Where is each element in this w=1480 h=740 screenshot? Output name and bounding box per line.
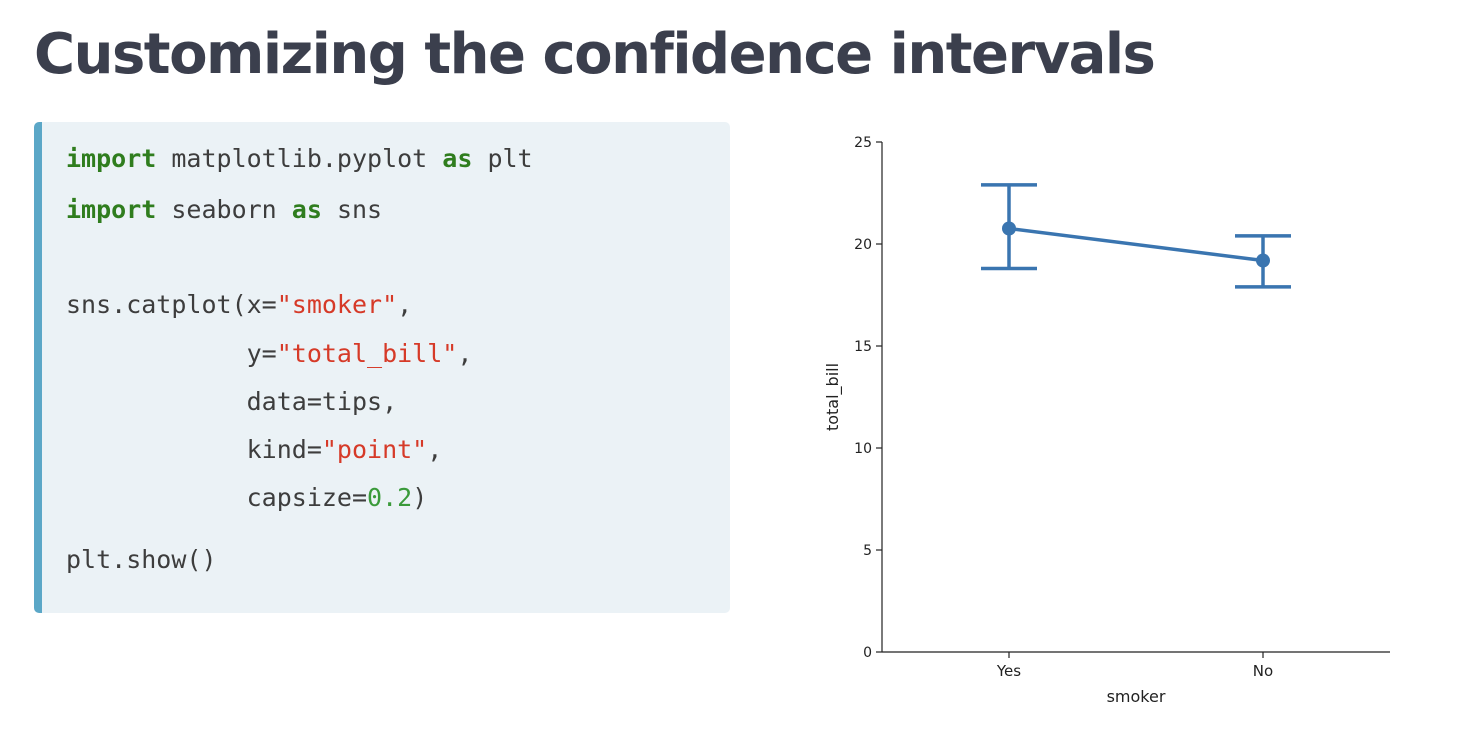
code-text: kind= [66, 435, 322, 464]
code-text: sns [321, 195, 383, 224]
code-string: "total_bill" [276, 339, 458, 368]
code-line-3: sns.catplot(x="smoker", [66, 290, 412, 320]
y-axis-label: total_bill [823, 363, 843, 431]
code-text: y= [66, 339, 277, 368]
code-text: seaborn [156, 195, 292, 224]
code-number: 0.2 [367, 483, 413, 512]
y-tick-label: 10 [854, 441, 872, 457]
y-tick-label: 0 [863, 645, 872, 661]
y-axis: 0 5 10 15 20 25 [854, 135, 883, 661]
x-tick-label: No [1253, 662, 1273, 680]
code-line-5: data=tips, [66, 387, 398, 417]
data-point [1256, 253, 1270, 268]
code-text: data=tips, [66, 387, 398, 416]
code-string: "point" [321, 435, 428, 464]
code-text: ) [412, 483, 428, 512]
code-string: "smoker" [276, 290, 398, 319]
data-point [1002, 221, 1016, 236]
code-line-8: plt.show() [66, 545, 217, 575]
code-keyword: import [66, 144, 157, 173]
code-keyword: as [442, 144, 473, 173]
code-line-2: import seaborn as sns [66, 195, 382, 225]
code-text: matplotlib.pyplot [156, 144, 443, 173]
code-text: , [427, 435, 443, 464]
page-title: Customizing the confidence intervals [34, 22, 1156, 87]
x-axis: Yes No [882, 651, 1390, 680]
code-block: import matplotlib.pyplot as plt import s… [34, 122, 730, 613]
y-tick-label: 15 [854, 339, 872, 355]
y-tick-label: 5 [863, 543, 872, 559]
code-line-1: import matplotlib.pyplot as plt [66, 144, 533, 174]
series-line [1008, 226, 1264, 263]
code-text: sns.catplot(x= [66, 290, 277, 319]
code-line-4: y="total_bill", [66, 339, 473, 369]
y-tick-label: 25 [854, 135, 872, 151]
chart-marks [981, 183, 1291, 289]
x-axis-label: smoker [1107, 687, 1166, 706]
x-tick-label: Yes [996, 662, 1021, 680]
code-text: plt.show() [66, 545, 217, 574]
point-chart: 0 5 10 15 20 25 Yes No smoker total_bill [823, 135, 1390, 706]
code-line-6: kind="point", [66, 435, 443, 465]
code-line-7: capsize=0.2) [66, 483, 428, 513]
code-text: , [397, 290, 413, 319]
code-text: plt [472, 144, 533, 173]
code-keyword: import [66, 195, 157, 224]
y-tick-label: 20 [854, 237, 872, 253]
code-text: , [457, 339, 473, 368]
code-keyword: as [291, 195, 322, 224]
code-text: capsize= [66, 483, 368, 512]
